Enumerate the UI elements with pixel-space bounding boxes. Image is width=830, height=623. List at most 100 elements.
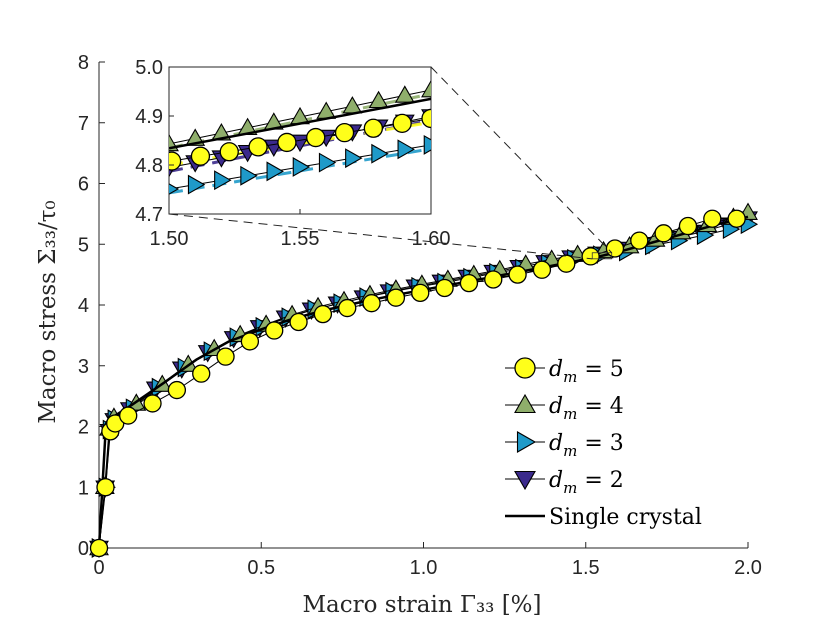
marker-dm5 (313, 304, 333, 324)
legend-entry-dm5: dm = 5 (505, 357, 624, 386)
inset-marker-dm5 (334, 123, 355, 143)
inset-y-tick-label: 5.0 (135, 57, 163, 79)
inset-marker-dm4 (211, 123, 232, 141)
legend-entry-dm2: dm = 2 (505, 468, 624, 497)
inset-marker-dm3 (169, 183, 180, 195)
connector-line (430, 66, 613, 254)
inset-marker-dm5 (392, 113, 412, 133)
y-tick-label: 2 (78, 417, 89, 439)
legend-marker (514, 470, 536, 491)
series-line-single (97, 215, 749, 549)
legend-marker (514, 393, 536, 414)
inset-connector-lines (168, 66, 613, 260)
marker-dm5 (654, 224, 673, 243)
inset-plot: 1.50 1.55 1.60 4.7 4.8 4.9 5.0 (135, 57, 450, 250)
inset-marker-dm3 (214, 170, 232, 191)
marker-dm5 (240, 332, 260, 351)
inset-marker-dm4 (421, 79, 431, 98)
marker-dm5 (557, 254, 576, 273)
series-dm4 (89, 202, 758, 556)
y-tick-label: 1 (78, 477, 89, 499)
marker-dm5 (727, 209, 746, 228)
main-axes: 0 0.5 1.0 1.5 2.0 0 1 2 3 4 5 6 7 8 (78, 52, 762, 579)
marker-dm5 (386, 288, 406, 307)
x-tick-label: 0.5 (247, 557, 275, 579)
marker-dm5 (96, 478, 115, 497)
marker-dm5 (678, 216, 698, 236)
main-plot-area (89, 202, 759, 559)
legend-label: dm = 5 (549, 357, 624, 386)
marker-dm5 (581, 247, 600, 266)
marker-dm5 (362, 294, 381, 313)
inset-y-tick-label: 4.9 (135, 106, 163, 128)
inset-series-dm3 (169, 134, 431, 195)
legend-label: dm = 3 (549, 431, 624, 460)
zoom-box (591, 252, 613, 260)
y-tick-label: 8 (78, 52, 89, 74)
x-tick-label: 1.0 (410, 557, 438, 579)
y-tick-label: 6 (78, 174, 89, 196)
inset-y-tick-label: 4.8 (135, 155, 163, 177)
legend-label: dm = 4 (549, 394, 624, 423)
series-single (97, 215, 749, 549)
legend: dm = 5 dm = 4 dm = 3 dm = 2 Single crystal (505, 357, 702, 530)
inset-x-tick-label: 1.55 (281, 228, 320, 250)
inset-marker-dm5 (219, 142, 239, 162)
legend-marker (516, 431, 537, 453)
legend-label: dm = 2 (549, 468, 624, 497)
series-dm5 (89, 209, 746, 558)
inset-marker-dm5 (421, 108, 431, 129)
inset-marker-dm3 (318, 152, 337, 173)
inset-series-dm5 (169, 108, 431, 171)
inset-x-tick-label: 1.60 (412, 228, 451, 250)
legend-entry-single: Single crystal (505, 505, 702, 530)
inset-line-single (169, 97, 431, 150)
legend-marker (514, 357, 536, 379)
inset-marker-dm3 (187, 174, 206, 195)
marker-dm5 (289, 312, 308, 332)
inset-marker-dm3 (266, 161, 284, 182)
inset-marker-dm4 (394, 85, 415, 103)
y-tick-label: 5 (78, 234, 89, 256)
inset-marker-dm5 (306, 127, 326, 148)
inset-marker-dm3 (397, 139, 415, 160)
marker-dm5 (119, 406, 138, 425)
marker-dm5 (435, 278, 454, 298)
inset-marker-dm3 (371, 143, 389, 164)
inset-y-tick-label: 4.7 (135, 204, 163, 226)
legend-entry-dm3: dm = 3 (505, 431, 624, 460)
inset-marker-dm3 (292, 157, 311, 177)
marker-dm5 (338, 298, 357, 318)
series-line-dm3 (98, 223, 749, 549)
marker-dm5 (216, 347, 235, 366)
x-tick-label: 1.5 (572, 557, 600, 579)
inset-line-dm5 (171, 118, 431, 162)
inset-series-single (169, 97, 431, 150)
x-axis-label: Macro strain Γ₃₃ [%] (302, 592, 541, 618)
y-tick-label: 0 (78, 538, 89, 560)
connector-line (168, 213, 593, 260)
series-line-dm2 (98, 218, 749, 549)
x-tick-label: 2.0 (734, 557, 762, 579)
marker-dm5 (630, 231, 649, 250)
marker-dm5 (508, 265, 527, 284)
inset-marker-dm5 (363, 118, 384, 138)
marker-dm5 (484, 270, 503, 289)
inset-marker-dm5 (190, 146, 211, 166)
marker-dm5 (192, 364, 211, 383)
inset-x-tick-label: 1.50 (150, 228, 189, 250)
y-axis-label: Macro stress Σ₃₃/τ₀ (35, 200, 61, 423)
series-line-dm5 (98, 218, 737, 549)
inset-marker-dm3 (240, 165, 258, 186)
marker-dm5 (459, 273, 479, 293)
inset-marker-dm3 (345, 148, 363, 169)
inset-marker-dm3 (423, 134, 431, 155)
inset-series-group (169, 79, 431, 195)
x-tick-label: 0 (93, 557, 104, 579)
inset-series-dm4 (169, 79, 431, 152)
marker-dm5 (167, 380, 187, 400)
inset-marker-dm5 (277, 132, 297, 153)
legend-label: Single crystal (549, 505, 702, 530)
marker-dm5 (89, 538, 109, 558)
